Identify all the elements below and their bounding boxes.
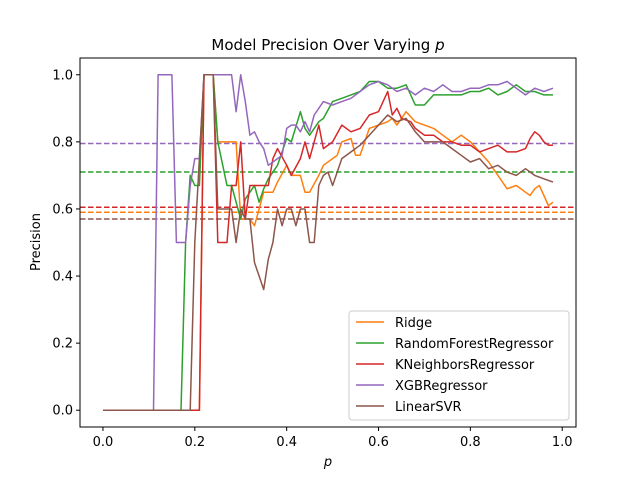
x-axis-label: p [323,455,332,470]
y-tick-label: 0.0 [52,404,73,419]
y-tick-label: 0.6 [52,202,73,217]
x-tick-label: 0.8 [460,435,481,450]
x-axis: 0.0 0.2 0.4 0.6 0.8 1.0 [93,427,573,450]
x-tick-label: 0.6 [368,435,389,450]
chart-title-text: Model Precision Over Varying [211,36,430,54]
legend: Ridge RandomForestRegressor KNeighborsRegr… [348,310,570,421]
y-tick-label: 0.2 [52,337,73,352]
x-tick-label: 0.2 [184,435,205,450]
y-tick-label: 0.8 [52,135,73,150]
legend-box [348,310,570,421]
series-line [103,74,553,411]
x-tick-label: 0.0 [93,435,114,450]
x-tick-label: 1.0 [552,435,573,450]
plot-area-frame [79,57,577,428]
legend-label: XGBRegressor [395,379,488,394]
series-line [103,74,554,411]
y-tick-label: 0.4 [52,270,73,285]
y-tick-label: 1.0 [52,68,73,83]
chart-title: Model Precision Over Varying p [211,36,444,54]
legend-label: LinearSVR [395,400,462,415]
series-lines [103,74,554,411]
y-axis-label: Precision [29,213,44,271]
legend-label: RandomForestRegressor [395,337,554,352]
chart-title-variable: p [434,36,445,54]
x-tick-label: 0.4 [276,435,297,450]
series-line [103,74,554,411]
legend-label: Ridge [395,316,432,331]
y-axis: 0.0 0.2 0.4 0.6 0.8 1.0 [52,68,80,419]
legend-label: KNeighborsRegressor [395,358,535,373]
series-line [103,74,553,411]
